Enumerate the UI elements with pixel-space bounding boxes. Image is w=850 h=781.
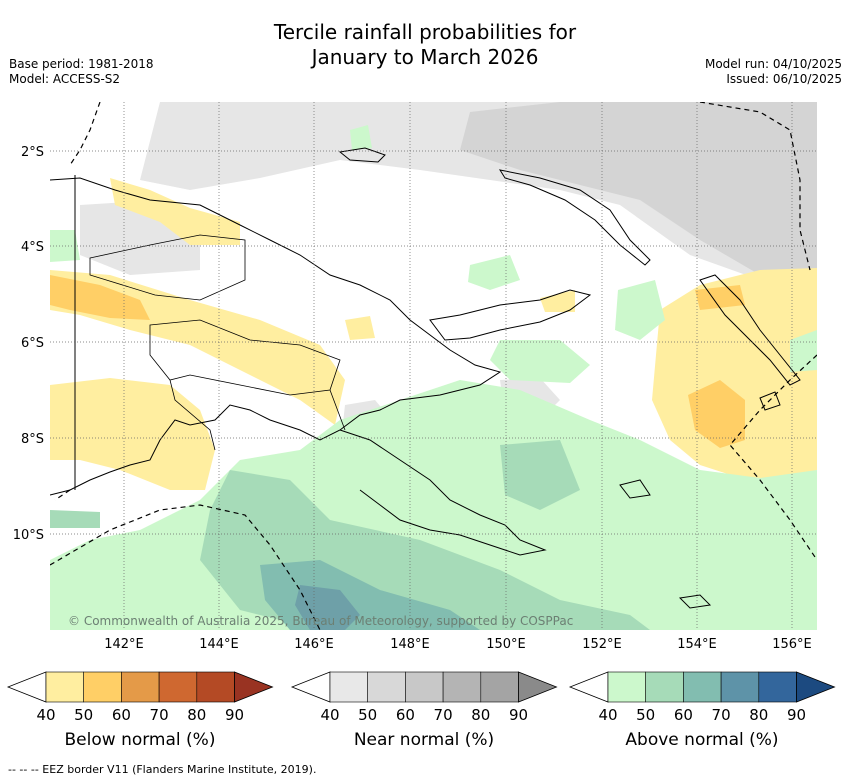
lat-label-8s: 8°S (21, 432, 44, 447)
colorbar-1-tick-40: 40 (320, 706, 339, 724)
colorbar-2-segment-1 (645, 671, 684, 703)
colorbar-0-tick-70: 70 (150, 706, 169, 724)
run-info: Model run: 04/10/2025 Issued: 06/10/2025 (705, 57, 842, 87)
graticule (50, 102, 817, 630)
title-line-1: Tercile rainfall probabilities for (273, 20, 577, 44)
base-period: Base period: 1981-2018 (9, 57, 154, 71)
colorbar-0-tick-50: 50 (74, 706, 93, 724)
below-normal-north (110, 178, 240, 245)
colorbar-2-min-extend (568, 671, 609, 703)
colorbar-1-segment-0 (329, 671, 369, 703)
above-normal-50 (50, 440, 650, 630)
lon-label-154e: 154°E (677, 637, 717, 652)
probability-fields: © Commonwealth of Australia 2025, Bureau… (50, 102, 817, 630)
below-normal-50-east (688, 285, 745, 448)
province-lines (89, 234, 346, 451)
eez-north (69, 102, 101, 166)
colorbar-0-segment-3 (158, 671, 198, 703)
colorbar-0-tick-40: 40 (36, 706, 55, 724)
lon-label-144e: 144°E (199, 637, 239, 652)
lat-label-2s: 2°S (21, 145, 44, 160)
below-normal-southwest (50, 378, 215, 490)
eez-southeast (729, 354, 817, 561)
colorbar-2-segment-0 (607, 671, 647, 703)
title-line-2: January to March 2026 (311, 45, 539, 69)
lat-label-6s: 6°S (21, 336, 44, 351)
model-run: Model run: 04/10/2025 (704, 57, 842, 71)
colorbar-2-tick-70: 70 (712, 706, 731, 724)
below-normal-small (345, 290, 575, 340)
lat-label-10s: 10°S (13, 528, 44, 543)
copyright-notice: © Commonwealth of Australia 2025, Bureau… (68, 614, 573, 628)
colorbar-near-normal: 40 50 60 70 80 90 (290, 671, 558, 724)
below-normal-east (652, 268, 817, 480)
lat-labels: 2°S 4°S 6°S 8°S 10°S (13, 145, 44, 543)
lon-label-142e: 142°E (104, 637, 144, 652)
lat-label-4s: 4°S (21, 240, 44, 255)
lon-label-148e: 148°E (390, 637, 430, 652)
colorbar-label-above: Above normal (%) (625, 730, 779, 750)
colorbar-label-near: Near normal (%) (353, 730, 495, 750)
model-name: Model: ACCESS-S2 (9, 72, 121, 86)
colorbar-2-tick-90: 90 (787, 706, 806, 724)
colorbar-1-tick-80: 80 (471, 706, 490, 724)
lon-label-156e: 156°E (772, 637, 812, 652)
colorbar-1-tick-60: 60 (396, 706, 415, 724)
colorbar-0-min-extend (6, 671, 47, 703)
issued-date: Issued: 06/10/2025 (726, 72, 842, 86)
above-normal-central (468, 255, 590, 383)
colorbar-2-segment-2 (683, 671, 722, 703)
colorbar-1-segment-3 (442, 671, 482, 703)
lon-label-150e: 150°E (486, 637, 526, 652)
new-guinea-coast (50, 177, 502, 496)
coastlines (50, 147, 801, 609)
colorbar-0-max-extend (234, 671, 274, 703)
near-normal-ne (460, 102, 817, 275)
colorbar-1-tick-90: 90 (509, 706, 528, 724)
colorbar-1-tick-50: 50 (358, 706, 377, 724)
colorbar-2-tick-80: 80 (749, 706, 768, 724)
map-title: Tercile rainfall probabilities for Janua… (0, 20, 850, 70)
colorbar-0-segment-0 (45, 671, 85, 703)
colorbar-1-min-extend (290, 671, 331, 703)
colorbar-0-segment-4 (196, 671, 235, 703)
colorbar-1-tick-70: 70 (434, 706, 453, 724)
colorbar-1-max-extend (518, 671, 558, 703)
colorbar-label-below: Below normal (%) (64, 730, 216, 750)
colorbar-1-segment-4 (480, 671, 519, 703)
lon-label-146e: 146°E (294, 637, 334, 652)
bougainville (699, 274, 801, 386)
model-info: Base period: 1981-2018 Model: ACCESS-S2 (9, 57, 154, 87)
colorbar-0-segment-2 (121, 671, 160, 703)
eez-footnote: -- -- -- EEZ border V11 (Flanders Marine… (8, 763, 317, 776)
colorbar-2-tick-60: 60 (674, 706, 693, 724)
colorbar-0-tick-80: 80 (187, 706, 206, 724)
colorbar-1-segment-1 (367, 671, 406, 703)
colorbar-below-normal: 40 50 60 70 80 90 (6, 671, 274, 724)
colorbar-1-segment-2 (405, 671, 444, 703)
eez-east (699, 102, 811, 271)
above-normal-east (615, 280, 665, 340)
colorbar-0-segment-1 (83, 671, 122, 703)
colorbar-0-tick-60: 60 (112, 706, 131, 724)
above-normal-70 (295, 585, 360, 630)
above-normal-north (350, 125, 372, 150)
new-ireland (498, 169, 651, 266)
colorbar-2-segment-4 (758, 671, 797, 703)
colorbar-2-max-extend (796, 671, 836, 703)
colorbar-2-segment-3 (720, 671, 760, 703)
lon-label-152e: 152°E (582, 637, 622, 652)
colorbar-above-normal: 40 50 60 70 80 90 (568, 671, 836, 724)
eez-borders (50, 102, 817, 630)
colorbar-2-tick-50: 50 (636, 706, 655, 724)
colorbar-0-tick-90: 90 (225, 706, 244, 724)
papuan-peninsula (339, 429, 547, 556)
new-britain (429, 289, 592, 341)
manus (338, 147, 386, 163)
lon-labels: 142°E 144°E 146°E 148°E 150°E 152°E 154°… (104, 637, 812, 652)
colorbar-2-tick-40: 40 (598, 706, 617, 724)
eez-west (54, 489, 71, 501)
